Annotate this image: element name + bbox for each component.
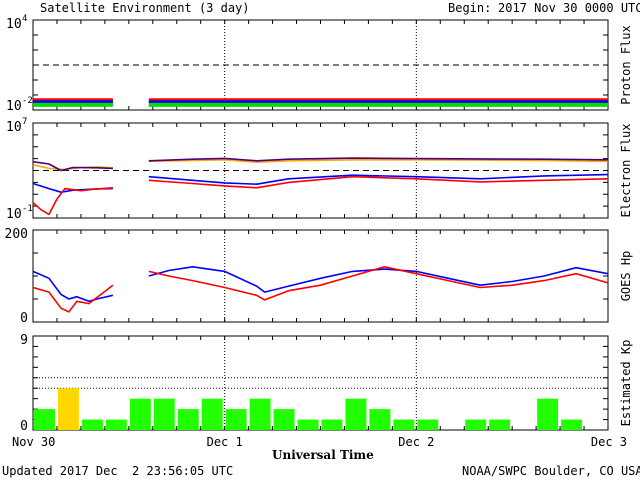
kp-bar: [34, 409, 55, 430]
panel-proton-frame: [32, 19, 609, 111]
x-tick-label: Nov 30: [12, 435, 55, 449]
panel-kp-ytick-label: 0: [20, 419, 28, 434]
panel-electron-ytick-label: 10: [6, 207, 22, 222]
begin-value: 2017 Nov 30 0000 UTC: [498, 1, 640, 15]
kp-bar: [153, 398, 175, 430]
kp-bar: [273, 409, 295, 430]
kp-bar: [345, 398, 367, 430]
kp-bar: [225, 409, 247, 430]
kp-bar: [369, 409, 391, 430]
chart-title: Satellite Environment (3 day): [40, 1, 250, 15]
kp-bar: [393, 419, 415, 430]
panel-hp-series-1: [32, 266, 609, 313]
panel-kp-ylabel: Estimated Kp: [619, 340, 633, 427]
panel-electron-ytick-exponent: 7: [22, 117, 27, 127]
kp-bar: [489, 419, 511, 430]
kp-bar: [537, 398, 559, 430]
panel-electron-ytick-label: 10: [6, 120, 22, 135]
panel-proton-ytick-label: 10: [6, 17, 22, 32]
panel-electron-frame: [32, 122, 609, 219]
panel-proton-ytick-exponent: 4: [22, 14, 27, 24]
kp-bar: [561, 419, 583, 430]
kp-bar: [249, 398, 271, 430]
source-credit: NOAA/SWPC Boulder, CO USA: [462, 464, 640, 478]
panel-electron-series-3: [32, 175, 609, 216]
kp-bar: [465, 419, 487, 430]
kp-bar: [57, 388, 79, 430]
panel-proton-ytick-label: 10: [6, 99, 22, 114]
panel-proton-ytick-exponent: -2: [22, 96, 33, 106]
kp-bar: [177, 409, 199, 430]
panel-electron-ylabel: Electron Flux: [619, 124, 633, 218]
kp-bar: [201, 398, 223, 430]
panel-kp-ytick-label: 9: [20, 333, 28, 348]
panel-electron-series-0: [32, 159, 609, 171]
panel-hp-frame: [32, 229, 609, 323]
updated-timestamp: Updated 2017 Dec 2 23:56:05 UTC: [2, 464, 234, 478]
x-tick-label: Dec 2: [398, 435, 434, 449]
panel-electron-ytick-exponent: -1: [22, 204, 33, 214]
begin-label: Begin:: [448, 1, 492, 15]
kp-bar: [81, 419, 103, 430]
x-axis-label: Universal Time: [272, 448, 374, 462]
x-tick-label: Dec 3: [591, 435, 627, 449]
panel-kp-frame: [32, 335, 609, 431]
panel-electron-series-1: [32, 157, 609, 172]
panel-proton-ylabel: Proton Flux: [619, 25, 633, 104]
panel-hp-ylabel: GOES Hp: [619, 251, 633, 302]
kp-bar: [297, 419, 319, 430]
panel-hp-ytick-label: 0: [20, 311, 28, 326]
kp-bar: [105, 419, 127, 430]
kp-bar: [129, 398, 151, 430]
kp-bar: [417, 419, 439, 430]
panel-hp-ytick-label: 200: [5, 227, 28, 242]
kp-bar: [321, 419, 343, 430]
x-tick-label: Dec 1: [207, 435, 243, 449]
